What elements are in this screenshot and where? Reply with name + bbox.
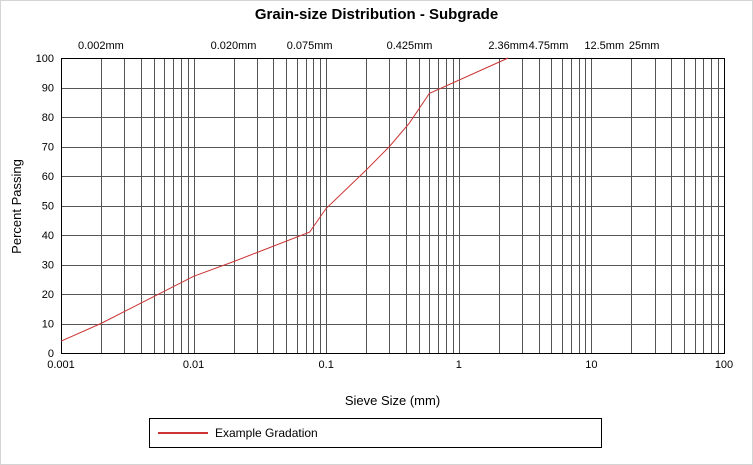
- y-tick-label: 20: [42, 289, 54, 301]
- y-tick-label: 0: [48, 348, 54, 360]
- top-marker-label: 0.020mm: [211, 40, 257, 52]
- x-tick-label: 0.1: [319, 359, 334, 371]
- top-marker-label: 25mm: [629, 40, 660, 52]
- top-marker-label: 0.002mm: [78, 40, 124, 52]
- legend: Example Gradation: [149, 418, 602, 448]
- x-tick-label: 10: [585, 359, 597, 371]
- legend-line-swatch: [158, 432, 208, 434]
- x-tick-label: 100: [715, 359, 733, 371]
- top-marker-label: 4.75mm: [529, 40, 569, 52]
- chart-title: Grain-size Distribution - Subgrade: [254, 6, 499, 23]
- y-tick-label: 60: [42, 171, 54, 183]
- x-axis-label: Sieve Size (mm): [344, 393, 441, 408]
- y-axis-label: Percent Passing: [8, 158, 24, 254]
- x-tick-label: 0.01: [183, 359, 204, 371]
- y-tick-label: 40: [42, 230, 54, 242]
- y-tick-label: 50: [42, 201, 54, 213]
- x-tick-label: 0.001: [47, 359, 75, 371]
- y-tick-label: 70: [42, 142, 54, 154]
- top-marker-label: 0.075mm: [287, 40, 333, 52]
- y-tick-label: 100: [36, 53, 54, 65]
- top-marker-label: 12.5mm: [584, 40, 624, 52]
- y-tick-label: 80: [42, 112, 54, 124]
- y-tick-label: 10: [42, 319, 54, 331]
- top-marker-label: 2.36mm: [488, 40, 528, 52]
- legend-label: Example Gradation: [215, 426, 318, 440]
- y-tick-label: 90: [42, 83, 54, 95]
- x-tick-label: 1: [456, 359, 462, 371]
- y-tick-label: 30: [42, 260, 54, 272]
- series-line: [60, 57, 509, 342]
- y-axis-label-wrap: Percent Passing: [1, 1, 31, 411]
- plot-frame: [61, 58, 725, 354]
- top-marker-label: 0.425mm: [387, 40, 433, 52]
